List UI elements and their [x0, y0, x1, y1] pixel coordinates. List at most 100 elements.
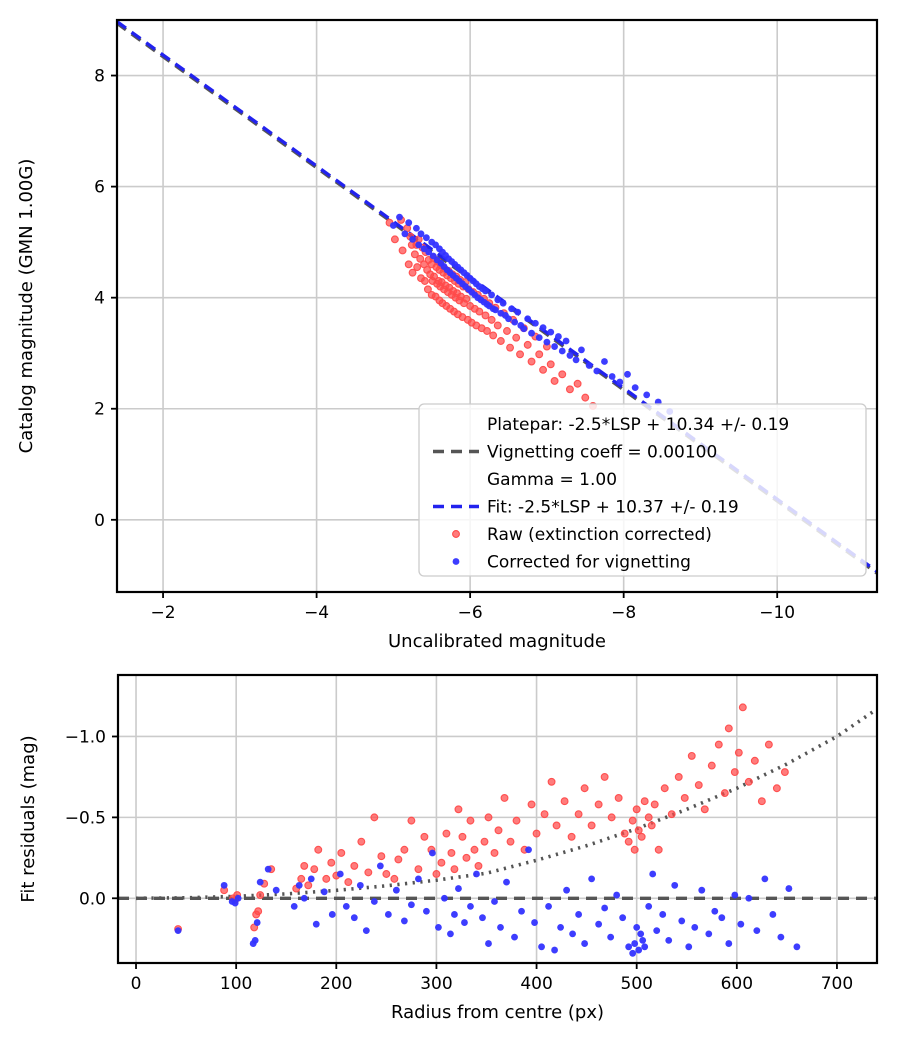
data-point [461, 919, 468, 926]
legend-item[interactable]: Platepar: -2.5*LSP + 10.34 +/- 0.19 [487, 415, 789, 435]
data-point [251, 936, 259, 944]
data-point [384, 911, 392, 918]
data-point [174, 927, 182, 935]
data-point [757, 797, 766, 806]
data-point [552, 821, 561, 830]
data-point [601, 358, 608, 365]
data-point [659, 911, 667, 918]
legend-item-label: Gamma = 1.00 [487, 470, 617, 490]
data-point [511, 318, 519, 326]
data-point [412, 224, 420, 232]
data-point [532, 829, 541, 838]
data-point [390, 874, 399, 883]
legend-item[interactable]: Gamma = 1.00 [487, 470, 617, 490]
y-axis-label: Fit residuals (mag) [18, 735, 39, 902]
legend-item[interactable]: Corrected for vignetting [452, 553, 691, 573]
data-point [312, 920, 320, 928]
data-point [647, 821, 656, 830]
data-point [350, 914, 358, 922]
data-point [731, 891, 739, 899]
data-point [337, 849, 346, 857]
data-point [310, 865, 319, 874]
y-tick-label: 0 [94, 511, 105, 531]
data-point [479, 914, 486, 922]
data-point [694, 781, 703, 789]
data-point [490, 849, 499, 857]
legend-dot-swatch [452, 530, 460, 538]
data-point [254, 907, 263, 916]
data-point [593, 367, 601, 375]
legend-item-label: Vignetting coeff = 0.00100 [487, 443, 717, 463]
x-tick-label: 300 [420, 974, 452, 994]
data-point [300, 861, 309, 870]
x-tick-label: 200 [320, 974, 352, 994]
data-point [714, 740, 723, 749]
data-point [527, 357, 536, 366]
legend-item[interactable]: Vignetting coeff = 0.00100 [433, 443, 717, 463]
x-tick-label: 0 [131, 974, 142, 994]
data-point [581, 940, 589, 947]
data-point [687, 751, 696, 760]
legend-item-label: Corrected for vignetting [487, 553, 691, 573]
x-tick-label: −4 [304, 603, 329, 623]
data-point [528, 329, 535, 337]
y-tick-label: 2 [94, 400, 105, 420]
data-point [409, 235, 416, 243]
data-point [435, 924, 442, 931]
data-point [474, 861, 483, 870]
data-point [234, 894, 242, 902]
x-tick-label: −10 [759, 603, 795, 623]
data-point [423, 285, 432, 294]
data-point [641, 943, 649, 951]
data-point [594, 800, 603, 809]
data-point [566, 352, 574, 359]
data-point [410, 250, 419, 259]
data-point [488, 291, 496, 299]
data-point [482, 287, 489, 295]
data-point [575, 911, 583, 918]
x-tick-label: 400 [520, 974, 552, 994]
data-point [480, 837, 489, 846]
data-point [608, 373, 616, 380]
data-point [481, 311, 490, 320]
data-point [467, 902, 474, 910]
data-point [506, 343, 514, 352]
data-point [430, 272, 438, 281]
data-point [551, 343, 558, 350]
data-point [499, 299, 507, 307]
data-point [455, 885, 462, 892]
data-point [450, 865, 459, 874]
data-point [494, 296, 502, 304]
data-point [625, 943, 633, 951]
data-point [327, 858, 336, 867]
data-point [711, 907, 719, 915]
legend: Platepar: -2.5*LSP + 10.34 +/- 0.19 Vigne… [418, 403, 867, 577]
data-point [607, 933, 615, 941]
data-point [484, 813, 493, 822]
data-point [357, 837, 366, 846]
data-point [560, 797, 569, 806]
data-point [231, 899, 239, 907]
data-point [394, 855, 403, 864]
data-point [342, 902, 350, 910]
legend-item-label: Fit: -2.5*LSP + 10.37 +/- 0.19 [487, 498, 739, 518]
gridlines-fit-residuals [118, 675, 877, 963]
legend-item[interactable]: Raw (extinction corrected) [452, 525, 712, 545]
data-point [429, 849, 436, 857]
x-tick-label: −2 [151, 603, 176, 623]
data-point [573, 379, 582, 388]
data-point [772, 784, 781, 793]
data-point [630, 845, 639, 854]
data-point [793, 943, 801, 951]
data-point [769, 911, 777, 918]
data-point [415, 241, 423, 249]
legend-item[interactable]: Fit: -2.5*LSP + 10.37 +/- 0.19 [433, 498, 739, 518]
data-point [565, 385, 574, 394]
data-point [540, 810, 549, 819]
data-point [567, 832, 576, 841]
data-point [447, 930, 454, 938]
x-tick-label: 500 [620, 974, 652, 994]
data-point [538, 943, 545, 951]
data-point [420, 832, 429, 841]
